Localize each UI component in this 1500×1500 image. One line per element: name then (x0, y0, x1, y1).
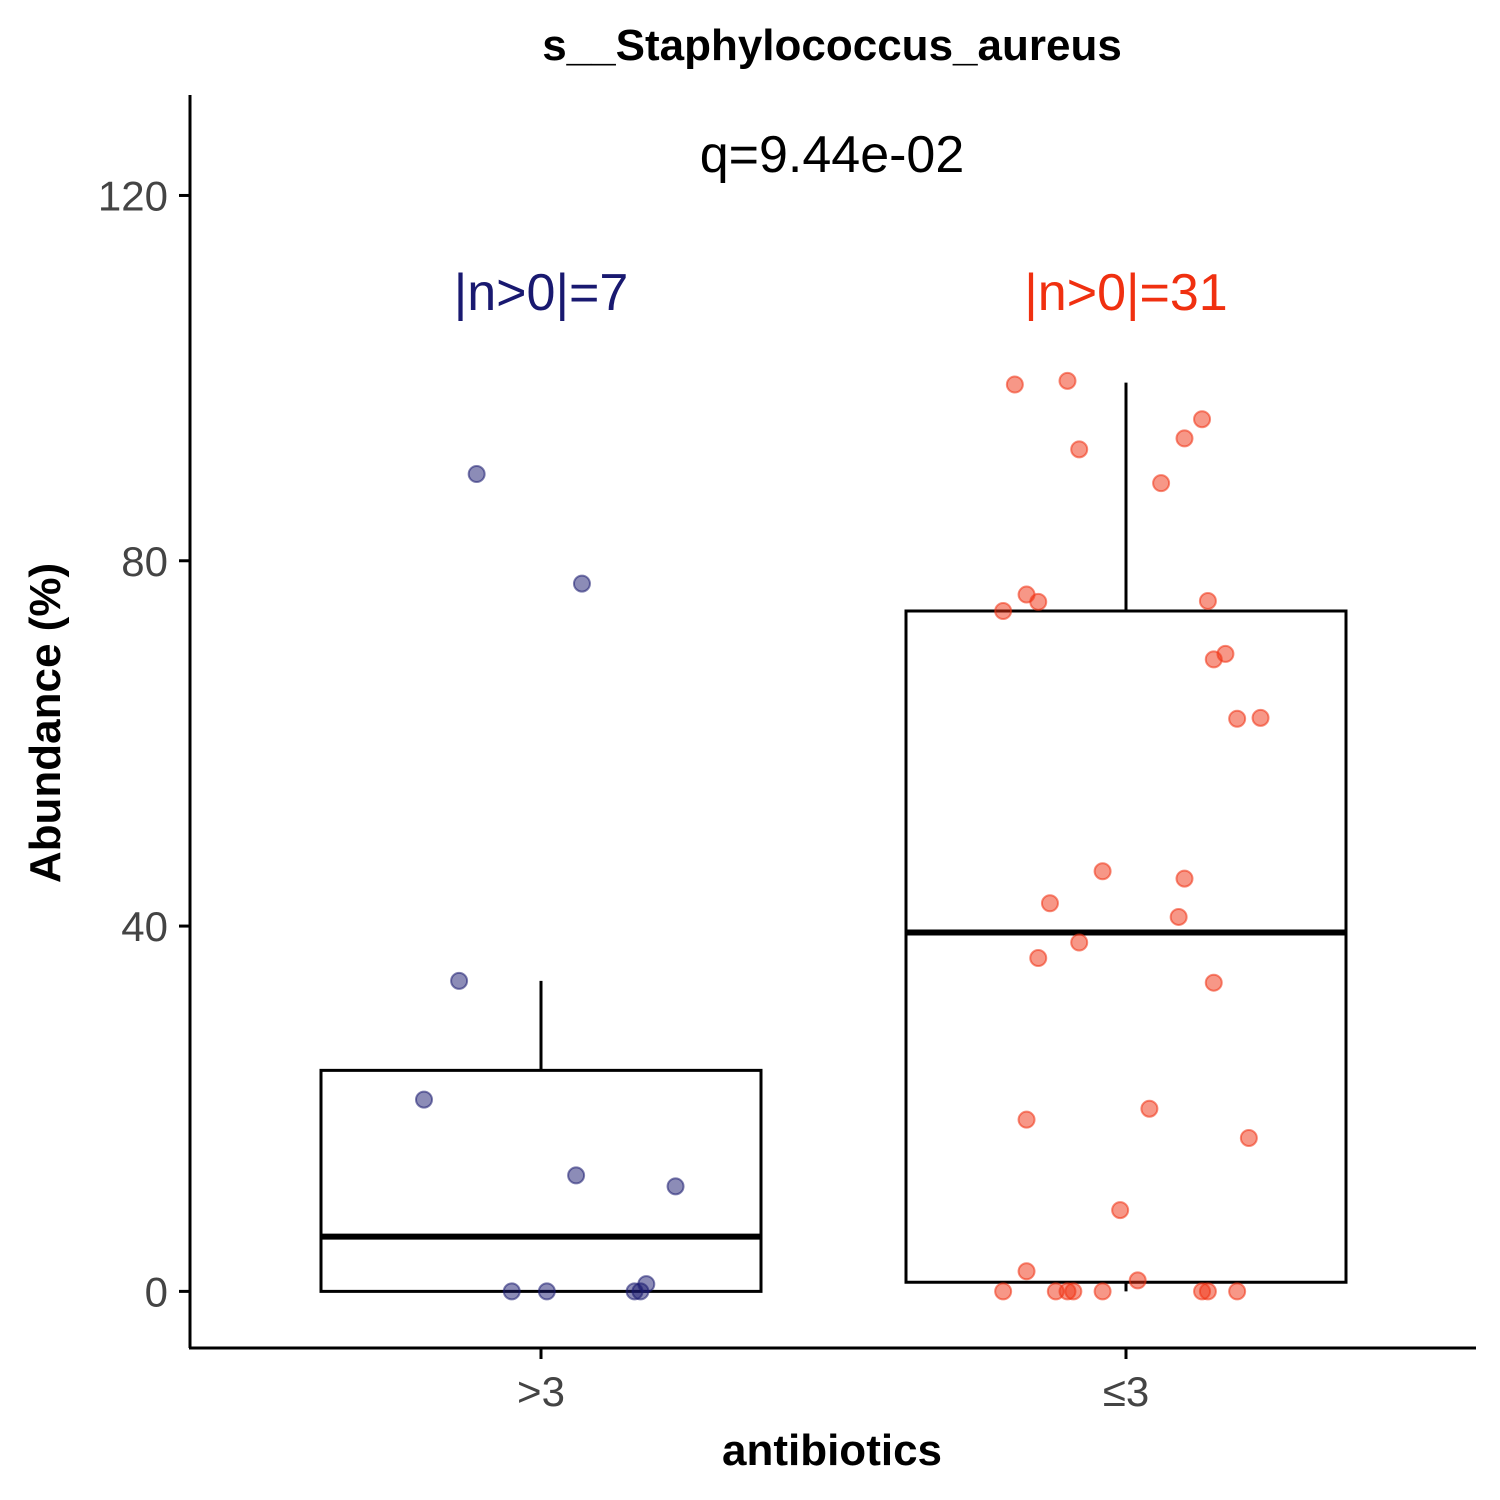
x-tick-label: ≤3 (1103, 1368, 1149, 1415)
data-point (1040, 894, 1059, 913)
y-tick-label: 40 (121, 903, 168, 950)
plot-area: |n>0|=7 |n>0|=31 (319, 264, 1348, 1301)
data-point (1070, 933, 1089, 952)
data-point (1140, 1099, 1159, 1118)
data-point (1169, 907, 1188, 926)
y-ticks: 0 40 80 120 (98, 172, 190, 1315)
data-point (666, 1177, 685, 1196)
data-point (415, 1090, 433, 1109)
data-point (1175, 429, 1194, 448)
data-point (637, 1275, 656, 1294)
data-point (994, 1282, 1013, 1301)
y-axis-title: Abundance (%) (21, 563, 70, 883)
data-point (1064, 1282, 1083, 1301)
data-point (502, 1282, 521, 1301)
y-tick-label: 120 (98, 172, 168, 219)
count-label: |n>0|=31 (1024, 264, 1227, 322)
data-point (1111, 1201, 1130, 1220)
data-point (450, 971, 469, 990)
y-tick-label: 80 (121, 538, 168, 585)
data-point (1228, 1282, 1247, 1301)
data-point (1070, 440, 1089, 459)
data-point (1228, 709, 1247, 728)
data-point (1198, 591, 1217, 610)
data-point (1058, 371, 1077, 390)
data-point (572, 574, 591, 593)
chart-title: s__Staphylococcus_aureus (542, 21, 1122, 70)
data-point (1029, 592, 1048, 611)
box-group (319, 465, 763, 1301)
data-point (1239, 1128, 1258, 1147)
x-ticks: >3 ≤3 (517, 1348, 1149, 1415)
data-point (1152, 474, 1171, 493)
data-point (1216, 644, 1235, 663)
data-point (994, 601, 1013, 620)
data-point (1128, 1271, 1147, 1290)
x-tick-label: >3 (517, 1368, 565, 1415)
data-point (1175, 869, 1194, 888)
data-point (537, 1282, 556, 1301)
data-point (1093, 1282, 1112, 1301)
data-point (1005, 375, 1024, 394)
data-point (1029, 949, 1048, 968)
data-point (1193, 410, 1212, 429)
data-point (467, 465, 486, 484)
data-point (1093, 862, 1112, 881)
data-point (1198, 1282, 1217, 1301)
count-label: |n>0|=7 (454, 264, 629, 322)
box-group (904, 371, 1348, 1301)
x-axis-title: antibiotics (722, 1426, 942, 1475)
box (904, 609, 1348, 1284)
data-point (1251, 708, 1270, 727)
data-point (1017, 1110, 1036, 1129)
data-point (1204, 973, 1223, 992)
q-value-label: q=9.44e-02 (700, 126, 965, 184)
data-point (567, 1166, 586, 1185)
y-tick-label: 0 (145, 1268, 168, 1315)
data-point (1017, 1262, 1036, 1281)
box (319, 1068, 763, 1293)
